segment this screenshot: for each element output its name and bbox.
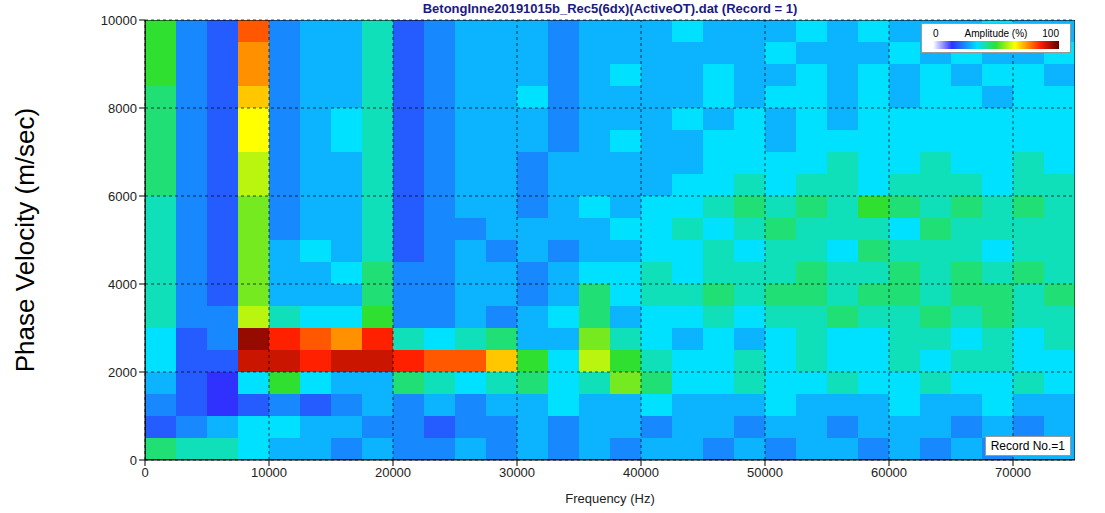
svg-text:0: 0 [141, 465, 148, 480]
svg-text:70000: 70000 [995, 465, 1031, 480]
svg-text:Frequency (Hz): Frequency (Hz) [565, 491, 655, 506]
svg-text:0: 0 [933, 28, 939, 39]
svg-text:60000: 60000 [871, 465, 907, 480]
svg-text:10000: 10000 [101, 13, 137, 28]
svg-text:Phase Velocity (m/sec): Phase Velocity (m/sec) [10, 108, 40, 372]
svg-text:20000: 20000 [375, 465, 411, 480]
svg-text:8000: 8000 [108, 101, 137, 116]
svg-text:0: 0 [130, 453, 137, 468]
html-text:Record No.=1: Record No.=1 [990, 439, 1065, 453]
svg-text:6000: 6000 [108, 189, 137, 204]
svg-text:10000: 10000 [251, 465, 287, 480]
svg-text:40000: 40000 [623, 465, 659, 480]
html-text:BetongInne20191015b_Rec5(6dx)(: BetongInne20191015b_Rec5(6dx)(ActiveOT).… [422, 1, 798, 16]
svg-text:4000: 4000 [108, 277, 137, 292]
svg-text:Amplitude (%): Amplitude (%) [965, 28, 1028, 39]
svg-text:100: 100 [1042, 28, 1059, 39]
svg-text:50000: 50000 [747, 465, 783, 480]
svg-text:2000: 2000 [108, 365, 137, 380]
svg-text:30000: 30000 [499, 465, 535, 480]
